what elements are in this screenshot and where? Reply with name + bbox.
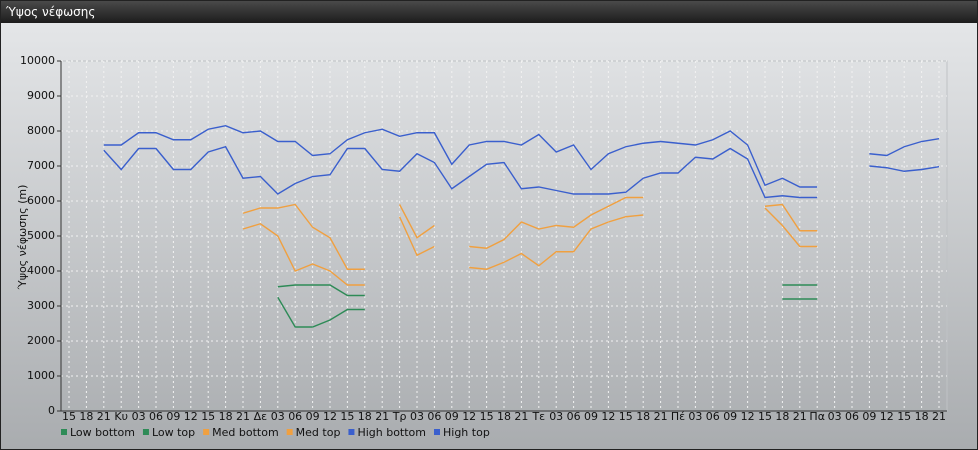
series-line [242, 203, 365, 270]
x-tick-label: 03 [410, 410, 424, 423]
series-line [764, 203, 818, 232]
x-tick-label: 18 [497, 410, 511, 423]
x-tick-label: 15 [340, 410, 354, 423]
series-line [398, 204, 435, 239]
x-tick-label: 18 [219, 410, 233, 423]
x-tick-label: Τε [531, 410, 545, 423]
x-tick-label: 18 [636, 410, 650, 423]
legend-label: High bottom [357, 426, 426, 439]
x-tick-label: 09 [584, 410, 598, 423]
x-tick-label: 15 [897, 410, 911, 423]
x-tick-label: 06 [567, 410, 581, 423]
y-tick-label: 5000 [27, 229, 55, 242]
series-line [398, 216, 435, 257]
x-tick-label: 15 [758, 410, 772, 423]
x-tick-label: 09 [445, 410, 459, 423]
x-tick-label: 12 [601, 410, 615, 423]
x-tick-label: Δε [254, 410, 268, 423]
x-tick-label: 21 [932, 410, 946, 423]
x-tick-label: Τρ [392, 410, 407, 423]
x-tick-label: 06 [149, 410, 163, 423]
x-tick-label: 15 [619, 410, 633, 423]
y-tick-label: 4000 [27, 264, 55, 277]
series-line [103, 145, 818, 199]
x-tick-label: 21 [793, 410, 807, 423]
x-tick-label: 09 [723, 410, 737, 423]
x-tick-label: 12 [880, 410, 894, 423]
x-tick-label: 18 [358, 410, 372, 423]
series-line [869, 138, 940, 157]
legend-swatch [61, 429, 67, 435]
y-tick-label: 10000 [20, 54, 55, 67]
x-tick-label: 21 [654, 410, 668, 423]
legend-label: Low bottom [70, 426, 135, 439]
legend-swatch [142, 429, 149, 435]
x-tick-label: Πέ [671, 410, 685, 423]
series-line [869, 165, 940, 172]
x-tick-label: 06 [427, 410, 441, 423]
legend-label: Med top [296, 426, 341, 439]
legend-swatch [286, 429, 293, 435]
x-tick-label: 12 [462, 410, 476, 423]
legend-label: Low top [152, 426, 195, 439]
chart: Ύψος νέφωσης (m) 15 18 21 Κυ 03 06 09 12 15 18 21 Δ… [1, 23, 977, 449]
legend-label: High top [443, 426, 490, 439]
x-tick-label: 21 [375, 410, 389, 423]
series-line [103, 125, 818, 188]
x-tick-label: 09 [166, 410, 180, 423]
legend-swatch [203, 429, 210, 435]
x-tick-label: 12 [184, 410, 198, 423]
y-tick-label: 8000 [27, 124, 55, 137]
x-tick-label: 09 [306, 410, 320, 423]
x-tick-label: 06 [706, 410, 720, 423]
x-tick-label: 03 [271, 410, 285, 423]
y-tick-label: 0 [48, 404, 55, 417]
x-tick-label: Πα [809, 410, 825, 423]
x-tick-label: 18 [915, 410, 929, 423]
x-tick-label: 21 [236, 410, 250, 423]
y-tick-label: 2000 [27, 334, 55, 347]
window-title: Ύψος νέφωσης [6, 5, 96, 19]
x-tick-label: 21 [514, 410, 528, 423]
y-tick-label: 9000 [27, 89, 55, 102]
x-tick-label: 15 [480, 410, 494, 423]
x-tick-label: 18 [775, 410, 789, 423]
chart-background [1, 23, 977, 449]
x-tick-label: 03 [688, 410, 702, 423]
y-axis-label: Ύψος νέφωσης (m) [16, 185, 29, 291]
x-tick-label: 12 [323, 410, 337, 423]
x-tick-label: 15 [201, 410, 215, 423]
x-tick-label: 06 [845, 410, 859, 423]
x-tick-label: 03 [549, 410, 563, 423]
series-line [469, 196, 644, 249]
y-tick-label: 7000 [27, 159, 55, 172]
y-tick-label: 3000 [27, 299, 55, 312]
x-tick-label: 03 [132, 410, 146, 423]
x-tick-label: 18 [79, 410, 93, 423]
legend-label: Med bottom [212, 426, 279, 439]
series-line [764, 207, 818, 248]
legend-swatch [348, 429, 355, 435]
x-tick-label: 21 [97, 410, 111, 423]
x-tick-label: 12 [741, 410, 755, 423]
x-tick-label: 06 [288, 410, 302, 423]
x-tick-label: 09 [862, 410, 876, 423]
series-line [242, 222, 365, 286]
series-line [469, 214, 644, 270]
series-line [277, 284, 365, 297]
y-tick-label: 1000 [27, 369, 55, 382]
title-bar: Ύψος νέφωσης [1, 1, 977, 23]
x-tick-label: 03 [828, 410, 842, 423]
x-tick-label: Κυ [114, 410, 128, 423]
series-line [277, 296, 365, 328]
x-tick-label: 15 [62, 410, 76, 423]
legend-swatch [434, 429, 440, 435]
y-tick-label: 6000 [27, 194, 55, 207]
